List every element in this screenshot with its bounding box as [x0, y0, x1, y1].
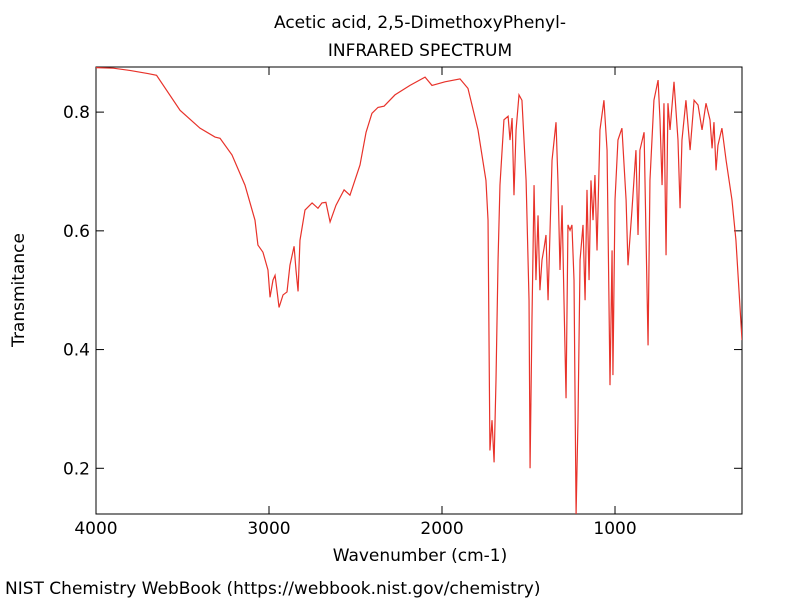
- footer: NIST Chemistry WebBook (https://webbook.…: [5, 579, 540, 599]
- x-tick-label: 1000: [593, 519, 636, 539]
- x-tick-label: 4000: [74, 519, 117, 539]
- y-tick-label: 0.2: [63, 459, 90, 479]
- x-tick-label: 3000: [247, 519, 290, 539]
- x-axis-label: Wavenumber (cm-1): [333, 546, 508, 566]
- plot-frame: [95, 66, 743, 515]
- spectrum-line: [96, 67, 742, 514]
- y-tick-label: 0.8: [63, 103, 90, 123]
- chart-subtitle: INFRARED SPECTRUM: [328, 41, 512, 61]
- y-tick-label: 0.6: [63, 222, 90, 242]
- y-tick-label: 0.4: [63, 341, 90, 361]
- y-axis-label: Transmitance: [9, 233, 29, 348]
- chart-title: Acetic acid, 2,5-DimethoxyPhenyl-: [274, 13, 566, 33]
- x-tick-label: 2000: [420, 519, 463, 539]
